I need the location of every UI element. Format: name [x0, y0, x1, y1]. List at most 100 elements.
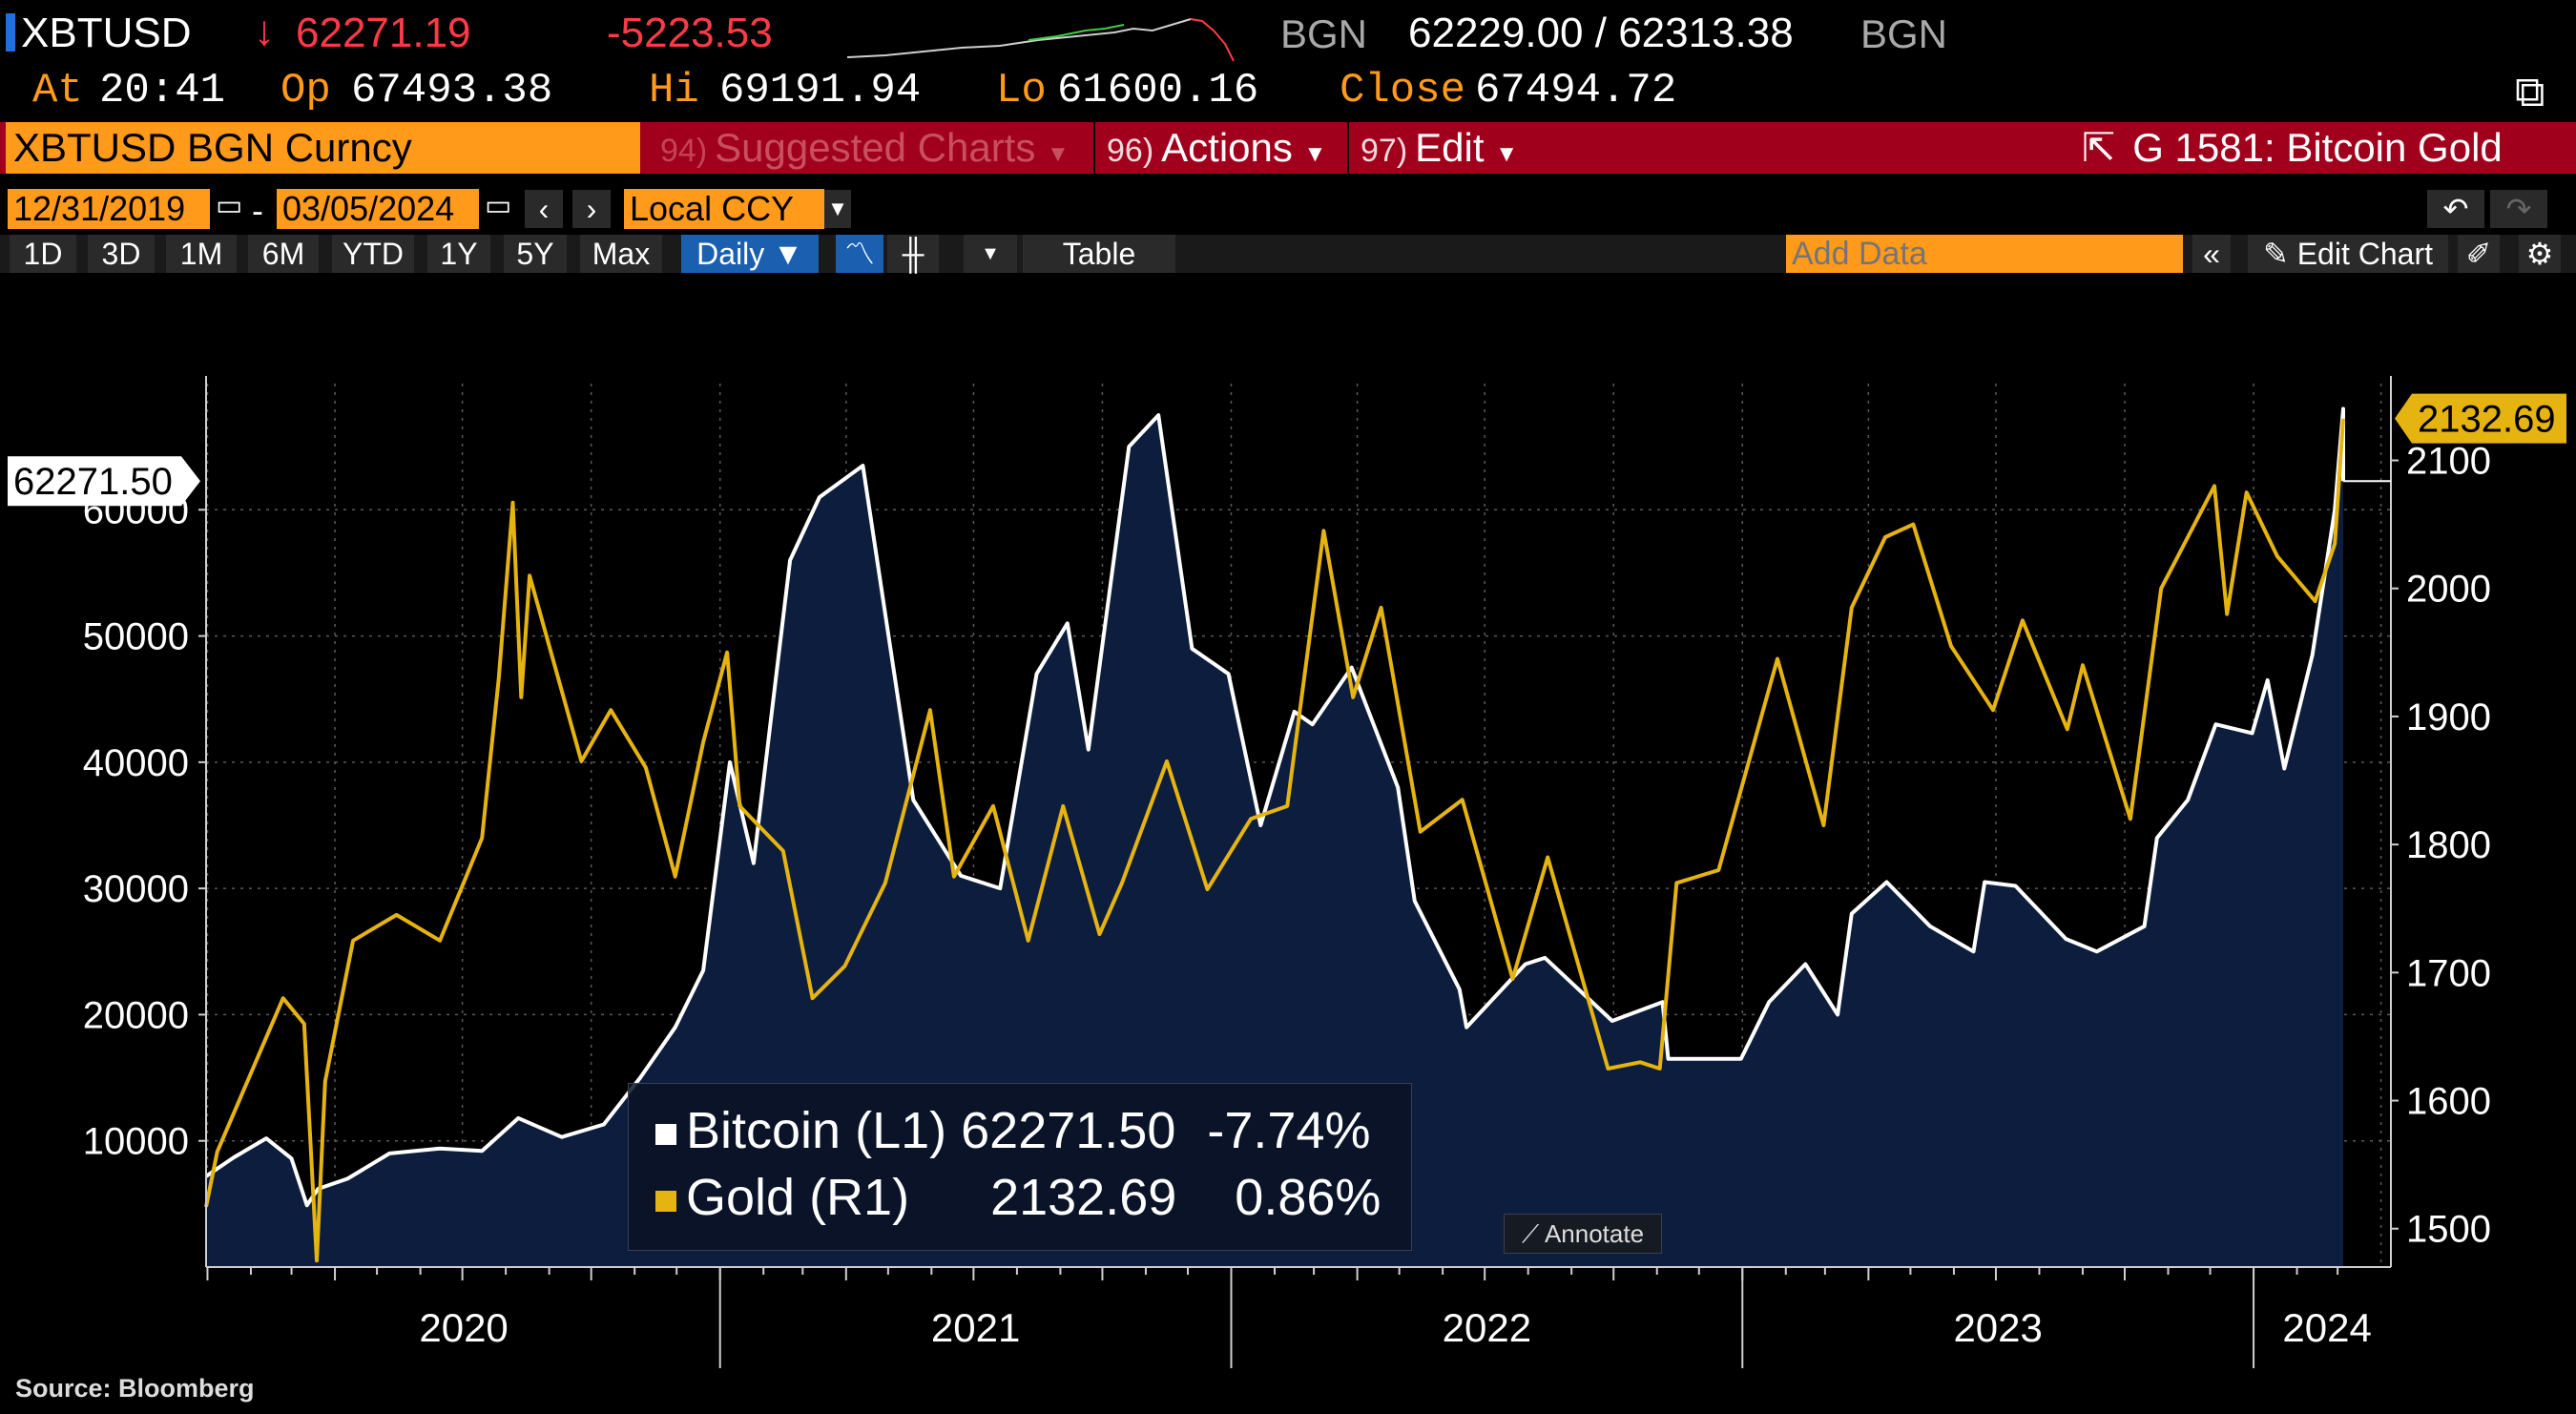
close-value: 67494.72	[1475, 67, 1677, 114]
year-label: 2022	[1443, 1305, 1531, 1350]
collapse-icon[interactable]: «	[2192, 235, 2231, 273]
undo-button[interactable]: ↶	[2427, 190, 2484, 228]
sparkline	[847, 18, 1235, 62]
edit-chart-label: Edit Chart	[2296, 237, 2433, 271]
line-chart-icon[interactable]: 〽	[836, 235, 883, 273]
legend-bitcoin-name: Bitcoin (L1)	[686, 1102, 947, 1159]
source-note: Source: Bloomberg	[15, 1374, 255, 1403]
left-tick-label: 20000	[83, 994, 189, 1036]
gear-icon[interactable]: ⚙	[2519, 235, 2561, 273]
bid-ask: 62229.00 / 62313.38	[1408, 10, 1794, 56]
suggested-charts-menu[interactable]: 94) Suggested Charts ▼	[649, 122, 1081, 174]
chevron-down-icon: ▼	[1303, 141, 1327, 167]
chevron-down-icon: ▼	[1495, 141, 1518, 167]
right-tick-label: 1500	[2406, 1209, 2491, 1251]
annotate-button[interactable]: ⟋ Annotate	[1504, 1214, 1662, 1254]
legend-gold-swatch	[655, 1190, 676, 1212]
last-price: 62271.19	[296, 10, 471, 56]
chart-name-label: G 1581: Bitcoin Gold	[2132, 125, 2503, 170]
pencil-icon: ✎	[2263, 237, 2289, 271]
frequency-select[interactable]: Daily ▼	[681, 235, 819, 273]
popout-icon[interactable]: ⧉	[2515, 69, 2545, 115]
legend-gold: Gold (R1) 2132.69 0.86%	[655, 1168, 1381, 1227]
calendar-icon[interactable]: ▭	[485, 190, 512, 221]
edit-menu[interactable]: 97) Edit ▼	[1347, 122, 1529, 174]
chevron-down-icon: ▼	[1047, 141, 1070, 167]
legend-bitcoin-last: 62271.50	[961, 1102, 1176, 1159]
right-tick-label: 2000	[2406, 569, 2491, 611]
price-chart[interactable]: 1000020000300004000050000600001500160017…	[0, 363, 2576, 1374]
chart-name[interactable]: ⇱ G 1581: Bitcoin Gold	[2070, 122, 2514, 174]
period-button-3d[interactable]: 3D	[88, 235, 155, 273]
suggested-label: Suggested Charts	[715, 125, 1036, 170]
bitcoin-last-tag	[8, 456, 200, 507]
next-period-button[interactable]: ›	[572, 190, 611, 228]
left-tick-label: 40000	[83, 742, 189, 784]
year-label: 2020	[419, 1305, 508, 1350]
start-date-field[interactable]: 12/31/2019	[8, 189, 210, 229]
currency-dropdown-icon[interactable]: ▼	[824, 190, 851, 228]
year-label: 2021	[931, 1305, 1020, 1350]
open-value: 67493.38	[351, 67, 553, 114]
close-label: Close	[1340, 67, 1466, 114]
legend-bitcoin-swatch	[655, 1123, 676, 1145]
source-code-1: BGN	[1280, 11, 1368, 56]
actions-num: 96)	[1107, 133, 1154, 169]
bitcoin-line	[204, 406, 2345, 1208]
chevron-down-icon: ▼	[773, 237, 803, 271]
period-button-ytd[interactable]: YTD	[332, 235, 414, 273]
quote-bar: XBTUSD ↓ 62271.19 -5223.53 BGN 62229.00 …	[0, 0, 2576, 122]
period-button-1d[interactable]: 1D	[10, 235, 76, 273]
period-button-6m[interactable]: 6M	[248, 235, 319, 273]
table-button[interactable]: Table	[1023, 235, 1175, 273]
suggested-num: 94)	[660, 133, 708, 169]
high-value: 69191.94	[719, 67, 922, 114]
bitcoin-area	[206, 408, 2343, 1267]
date-controls: 12/31/2019 ▭ - 03/05/2024 ▭ ‹ › Local CC…	[0, 189, 2576, 233]
left-tick-label: 10000	[83, 1121, 189, 1163]
legend-gold-last: 2132.69	[990, 1169, 1177, 1226]
currency-select[interactable]: Local CCY	[624, 189, 824, 229]
down-arrow-icon: ↓	[254, 8, 275, 54]
gold-last-value: 2132.69	[2418, 399, 2556, 441]
period-button-1y[interactable]: 1Y	[427, 235, 490, 273]
chart-legend: Bitcoin (L1) 62271.50 -7.74% Gold (R1) 2…	[628, 1083, 1412, 1251]
legend-bitcoin-pct: -7.74%	[1207, 1102, 1371, 1159]
prev-period-button[interactable]: ‹	[525, 190, 563, 228]
low-label: Lo	[996, 67, 1047, 114]
gold-line	[204, 418, 2345, 1263]
right-tick-label: 1900	[2406, 697, 2491, 738]
date-dash: -	[252, 191, 263, 230]
add-data-input[interactable]	[1786, 235, 2183, 273]
period-button-max[interactable]: Max	[580, 235, 662, 273]
bar-chart-icon[interactable]: ╫	[887, 235, 939, 273]
draw-tool-icon[interactable]: ✐	[2458, 235, 2500, 273]
actions-label: Actions	[1161, 125, 1293, 170]
right-tick-label: 1600	[2406, 1081, 2491, 1123]
open-label: Op	[280, 67, 331, 114]
chart-type-dropdown-icon[interactable]: ▼	[964, 235, 1017, 273]
source-code-2: BGN	[1860, 11, 1948, 56]
period-button-1m[interactable]: 1M	[166, 235, 237, 273]
year-label: 2024	[2282, 1305, 2371, 1350]
external-link-icon: ⇱	[2082, 125, 2116, 170]
ticker: XBTUSD	[21, 10, 192, 56]
left-tick-label: 30000	[83, 868, 189, 910]
security-field[interactable]: XBTUSD BGN Curncy	[6, 122, 640, 174]
year-label: 2023	[1953, 1305, 2042, 1350]
at-time: 20:41	[99, 67, 226, 114]
right-tick-label: 1700	[2406, 952, 2491, 994]
period-button-5y[interactable]: 5Y	[504, 235, 567, 273]
end-date-field[interactable]: 03/05/2024	[277, 189, 479, 229]
edit-chart-button[interactable]: ✎ Edit Chart	[2248, 235, 2448, 273]
calendar-icon[interactable]: ▭	[216, 190, 243, 221]
annotate-icon: ⟋	[1521, 1219, 1540, 1248]
actions-menu[interactable]: 96) Actions ▼	[1093, 122, 1338, 174]
frequency-label: Daily	[696, 237, 765, 271]
edit-label: Edit	[1415, 125, 1485, 170]
bitcoin-last-value: 62271.50	[13, 461, 173, 503]
legend-bitcoin: Bitcoin (L1) 62271.50 -7.74%	[655, 1101, 1371, 1160]
redo-button[interactable]: ↷	[2490, 190, 2547, 228]
low-value: 61600.16	[1057, 67, 1259, 114]
at-label: At	[32, 67, 83, 114]
